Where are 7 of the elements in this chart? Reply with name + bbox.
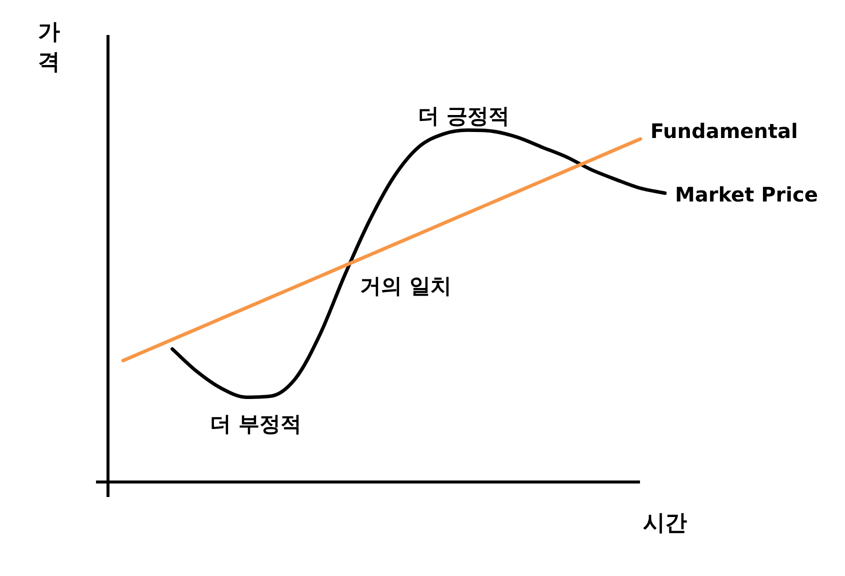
annotation: 거의 일치 — [360, 273, 452, 300]
x-axis-title: 시간 — [643, 510, 687, 538]
series-label: Market Price — [675, 182, 818, 206]
annotation: 더 부정적 — [210, 411, 302, 438]
series-label: Fundamental — [650, 119, 798, 144]
y-axis-title: 가격 — [38, 19, 61, 77]
text: 더 긍정적 — [418, 103, 510, 130]
